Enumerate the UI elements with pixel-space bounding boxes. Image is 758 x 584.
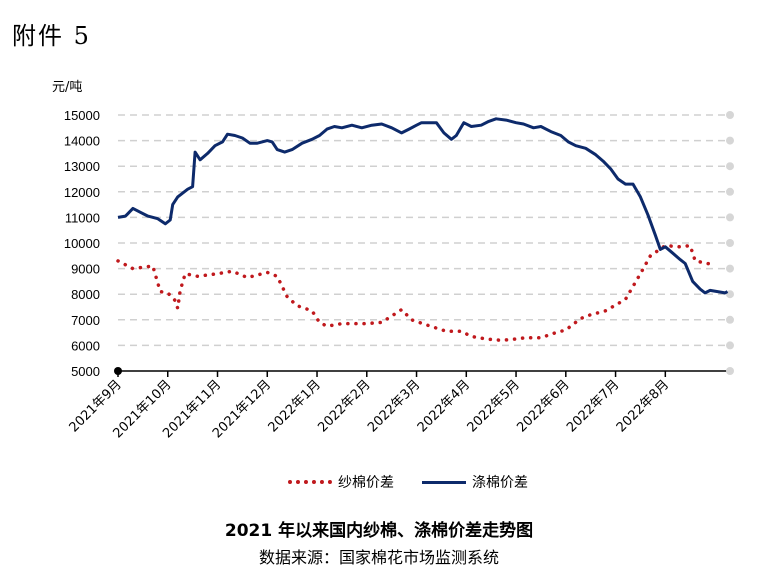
x-tick-labels: 2021年9月2021年10月2021年11月2021年12月2022年1月20… <box>67 377 673 441</box>
x-tick-label: 2022年8月 <box>614 377 672 435</box>
series-yarn-cotton-line <box>116 243 717 343</box>
chart-title: 2021 年以来国内纱棉、涤棉价差走势图 <box>224 521 534 541</box>
x-tick-label: 2022年3月 <box>365 377 423 435</box>
y-tick-label: 13000 <box>64 159 100 174</box>
grid-end-marker <box>726 341 734 350</box>
grid-end-marker <box>726 213 734 222</box>
y-tick-label: 6000 <box>71 338 100 353</box>
x-tick-label: 2022年7月 <box>564 377 622 435</box>
grid-end-marker <box>726 136 734 145</box>
x-tick-label: 2022年2月 <box>315 377 373 435</box>
y-tick-label: 9000 <box>71 262 100 277</box>
y-tick-label: 11000 <box>65 210 100 225</box>
grid-end-marker <box>726 187 734 196</box>
legend-label-yarn-cotton: 纱棉价差 <box>338 475 394 491</box>
y-tick-labels: 5000 6000 7000 8000 9000 10000 11000 12000 13000… <box>64 108 100 379</box>
legend-item-polyester-cotton: 涤棉价差 <box>422 472 528 492</box>
y-tick-label: 7000 <box>71 313 100 328</box>
y-tick-label: 8000 <box>71 287 100 302</box>
legend-solid-swatch <box>422 480 466 484</box>
grid-end-marker <box>726 111 734 119</box>
grid-lines <box>118 111 734 350</box>
y-tick-label: 5000 <box>71 364 100 379</box>
legend: 纱棉价差 涤棉价差 <box>0 472 758 492</box>
series-polyester-cotton-line <box>117 117 729 295</box>
grid-end-marker <box>726 290 734 299</box>
x-axis <box>114 367 734 377</box>
x-tick-label: 2022年6月 <box>514 377 572 435</box>
legend-label-polyester-cotton: 涤棉价差 <box>472 475 528 491</box>
x-tick-label: 2022年1月 <box>266 377 324 435</box>
legend-item-yarn-cotton: 纱棉价差 <box>288 472 394 492</box>
price-spread-chart: 5000 6000 7000 8000 9000 10000 11000 12000 13000… <box>64 108 734 441</box>
grid-end-marker <box>726 162 734 171</box>
x-tick-label: 2022年4月 <box>415 377 473 435</box>
attachment-label: 附件 5 <box>12 22 91 50</box>
grid-end-marker <box>726 367 734 375</box>
y-tick-label: 12000 <box>64 185 100 200</box>
grid-end-marker <box>726 315 734 324</box>
y-tick-label: 14000 <box>64 134 100 149</box>
y-tick-label: 15000 <box>64 108 100 123</box>
y-tick-label: 10000 <box>64 236 100 251</box>
data-source: 数据来源：国家棉花市场监测系统 <box>258 548 499 567</box>
grid-end-marker <box>726 264 734 273</box>
legend-dotted-swatch <box>288 480 332 484</box>
x-tick-label: 2022年5月 <box>465 377 523 435</box>
series-group <box>116 117 729 343</box>
grid-end-marker <box>726 239 734 247</box>
y-axis-unit: 元/吨 <box>52 80 83 95</box>
